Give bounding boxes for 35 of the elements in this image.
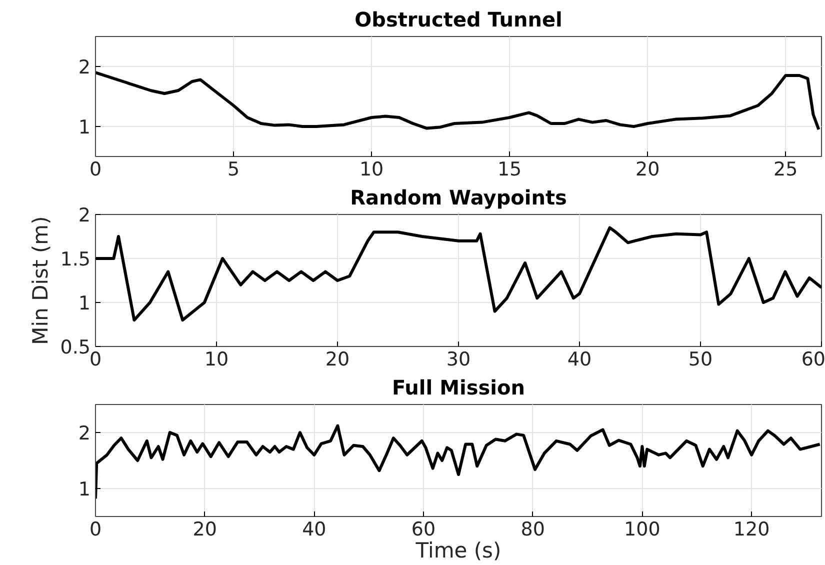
line-series [96, 424, 822, 500]
x-tick-label: 60 [801, 348, 825, 370]
x-tick-label: 50 [688, 348, 713, 370]
x-tick-label: 0 [89, 158, 102, 180]
x-tick-label: 15 [497, 158, 522, 180]
x-tick-label: 60 [411, 518, 436, 540]
x-tick-label: 80 [520, 518, 545, 540]
x-tick-label: 40 [567, 348, 592, 370]
y-tick-label: 1.5 [60, 248, 90, 270]
y-tick-label: 1 [78, 292, 91, 314]
y-axis-title: Min Dist (m) [28, 216, 52, 345]
chart-title: Obstructed Tunnel [354, 8, 562, 32]
x-tick-label: 20 [192, 518, 217, 540]
x-tick-label: 10 [359, 158, 384, 180]
line-series [96, 71, 820, 131]
x-tick-label: 25 [774, 158, 798, 180]
x-tick-label: 5 [227, 158, 240, 180]
y-tick-label: 2 [78, 204, 91, 226]
x-tick-label: 0 [89, 348, 102, 370]
y-tick-label: 2 [78, 422, 91, 444]
x-tick-label: 20 [636, 158, 660, 180]
x-tick-label: 20 [325, 348, 350, 370]
x-tick-label: 10 [204, 348, 229, 370]
x-axis-title: Time (s) [414, 538, 502, 562]
y-tick-label: 1 [78, 478, 91, 500]
chart-title: Full Mission [392, 376, 525, 400]
x-tick-label: 0 [89, 518, 102, 540]
y-tick-label: 2 [78, 56, 91, 78]
y-tick-label: 1 [78, 116, 91, 138]
x-tick-label: 30 [446, 348, 471, 370]
x-tick-label: 120 [733, 518, 770, 540]
x-tick-label: 40 [302, 518, 326, 540]
chart-title: Random Waypoints [350, 186, 567, 210]
x-tick-label: 100 [624, 518, 660, 540]
y-tick-label: 0.5 [60, 336, 90, 358]
